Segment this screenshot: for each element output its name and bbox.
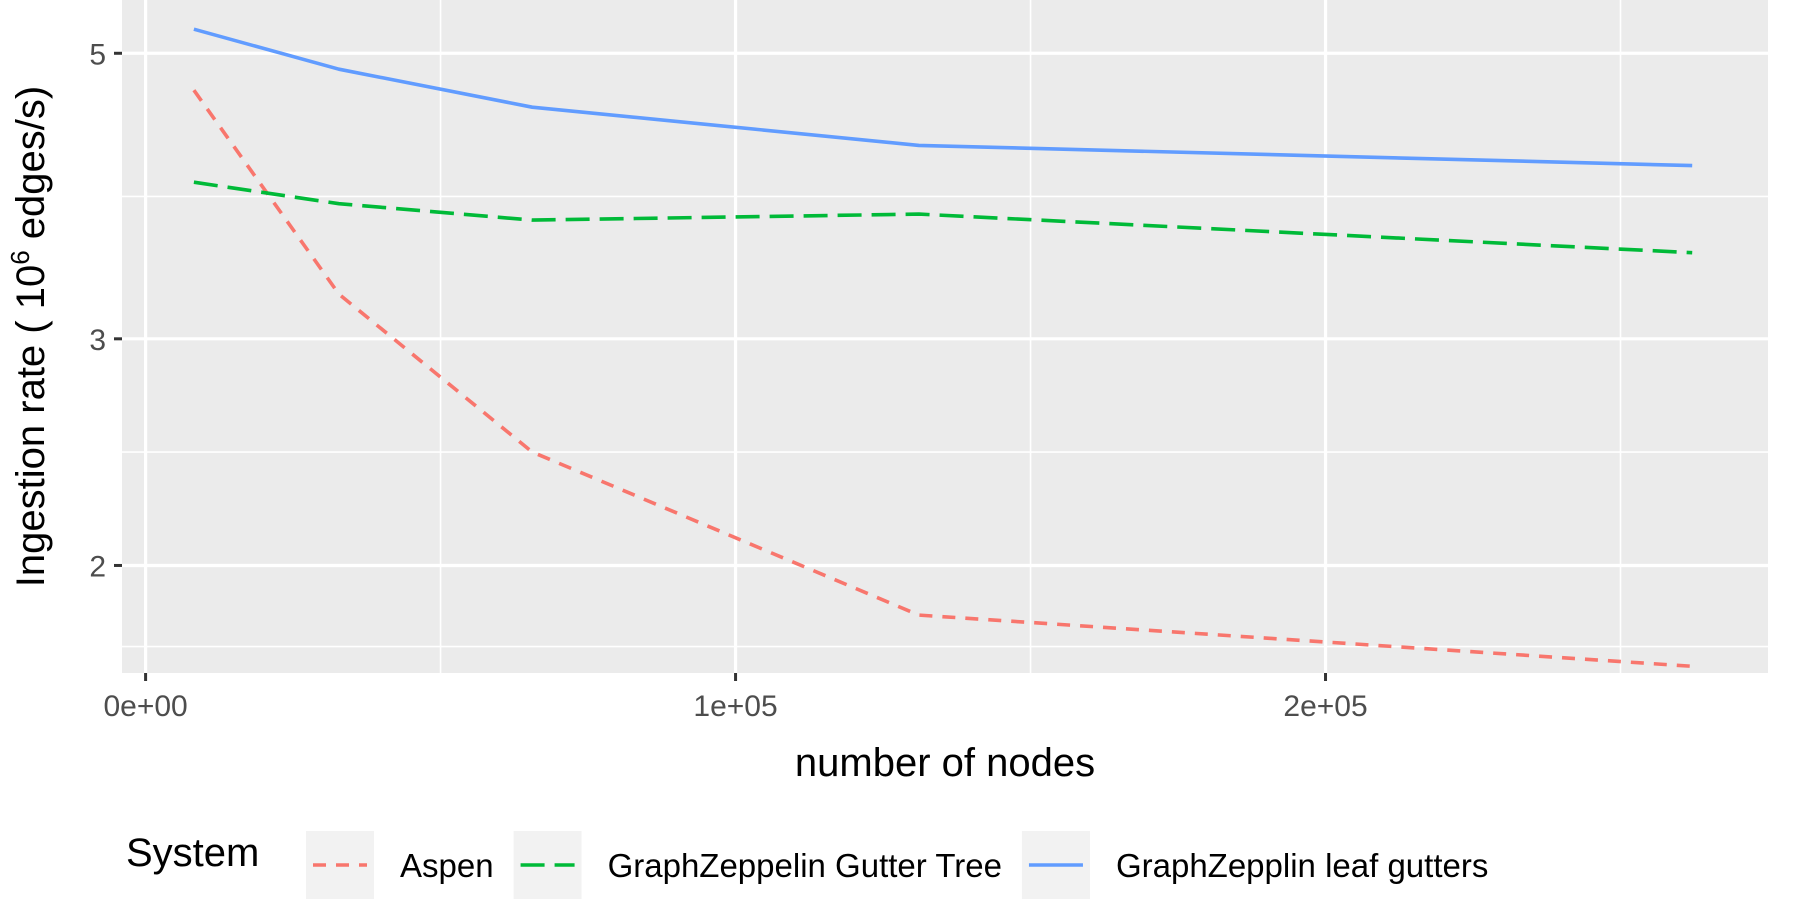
y-axis-title: Ingestion rate ( 106 edges/s) [5, 86, 53, 587]
y-axis-title-exponent: 6 [5, 250, 35, 264]
plot-panel [122, 0, 1768, 673]
minor-gridlines [122, 0, 1768, 673]
y-tick-label: 2 [89, 550, 106, 583]
x-tick-label: 2e+05 [1283, 690, 1367, 723]
series-line-1 [193, 180, 1693, 255]
x-tick-label: 1e+05 [693, 690, 777, 723]
y-axis-title-suffix: edges/s) [9, 86, 53, 251]
legend: System Aspen GraphZeppelin Gutter Tree Gra… [126, 831, 1488, 899]
legend-title: System [126, 831, 259, 875]
y-tick-label: 3 [89, 324, 106, 357]
legend-label-0: Aspen [400, 847, 494, 884]
legend-label-1: GraphZeppelin Gutter Tree [608, 847, 1002, 884]
series-lines [192, 27, 1693, 669]
x-tick-label: 0e+00 [103, 690, 187, 723]
legend-label-2: GraphZepplin leaf gutters [1116, 847, 1488, 884]
y-axis: 2 3 5 [89, 38, 122, 583]
series-line-2 [193, 27, 1693, 168]
x-axis: 0e+00 1e+05 2e+05 [103, 673, 1368, 723]
x-axis-title: number of nodes [795, 741, 1095, 785]
series-line-0 [192, 89, 1693, 669]
y-tick-label: 5 [89, 38, 106, 71]
y-axis-title-prefix: Ingestion rate ( 10 [9, 265, 53, 587]
